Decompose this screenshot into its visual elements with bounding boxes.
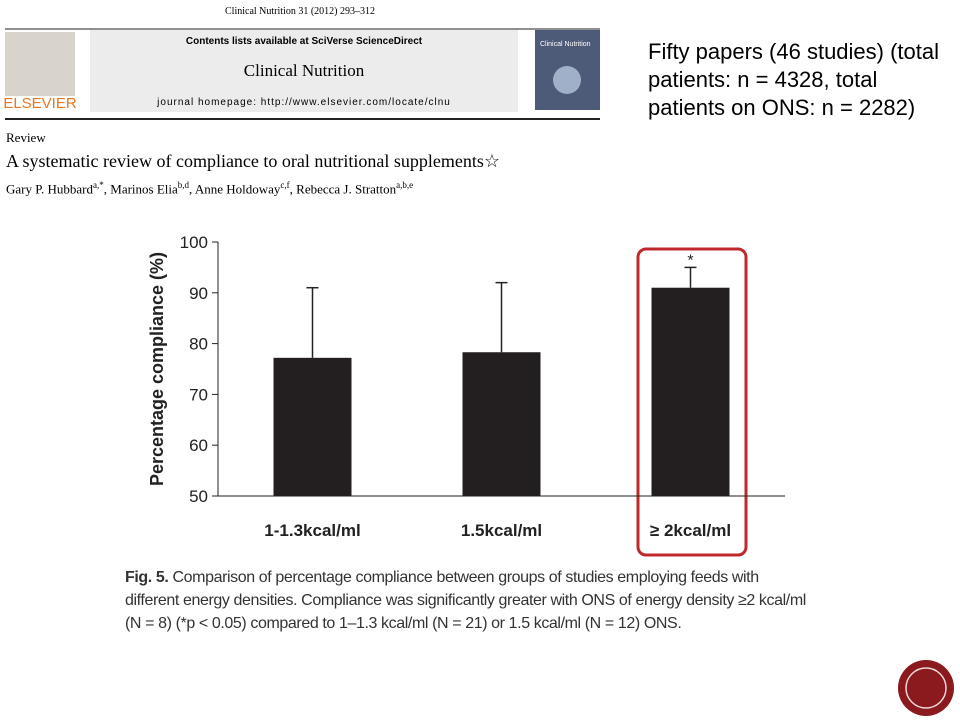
caption-label: Fig. 5.: [125, 569, 169, 586]
author-affil: b,d: [177, 180, 190, 190]
y-tick-label: 100: [180, 233, 208, 252]
note: Fifty papers (46 studies) (total patient…: [648, 39, 940, 120]
university-logo-ring: [905, 667, 947, 709]
homepage: journal homepage: http://www.elsevier.co…: [157, 97, 451, 108]
x-tick-label: 1-1.3kcal/ml: [264, 521, 360, 540]
bar: [462, 352, 541, 496]
author-name: Marinos Elia: [110, 181, 178, 197]
y-tick-label: 90: [189, 284, 208, 303]
journal-banner: [90, 30, 518, 112]
highlight-box: [636, 247, 748, 557]
journal-ref: Clinical Nutrition 31 (2012) 293–312: [225, 6, 375, 17]
cover-title: Clinical Nutrition: [540, 41, 591, 48]
section: Review: [6, 130, 46, 145]
contents: Contents lists available at SciVerse Sci…: [185, 36, 423, 47]
x-tick-label: ≥ 2kcal/ml: [650, 521, 731, 540]
cover-image: [553, 66, 581, 94]
author-affil: c,f: [280, 180, 290, 190]
author-name: Rebecca J. Stratton: [296, 181, 397, 197]
authors: Gary P. Hubbarda,*, Marinos Eliab,d, Ann…: [6, 180, 414, 197]
y-tick-label: 80: [189, 335, 208, 354]
paper-title: A systematic review of compliance to ora…: [6, 151, 501, 171]
author-affil: a,b,e: [396, 180, 414, 190]
y-axis-label: Percentage compliance (%): [147, 252, 167, 486]
y-tick-label: 50: [189, 487, 208, 506]
author-name: Gary P. Hubbard: [6, 181, 94, 197]
significance-mark: *: [687, 252, 693, 269]
y-tick-label: 70: [189, 385, 208, 404]
caption-text: Comparison of percentage compliance betw…: [125, 569, 806, 632]
bar: [273, 357, 352, 496]
x-tick-label: 1.5kcal/ml: [461, 521, 542, 540]
y-tick-label: 60: [189, 436, 208, 455]
publisher: ELSEVIER: [3, 95, 77, 112]
bar: [651, 287, 730, 496]
author-name: Anne Holdoway: [194, 181, 281, 197]
author-affil: a,*: [93, 180, 104, 190]
caption: Fig. 5. Comparison of percentage complia…: [125, 566, 815, 635]
publisher-logo: [5, 32, 75, 96]
journal: Clinical Nutrition: [243, 61, 365, 80]
